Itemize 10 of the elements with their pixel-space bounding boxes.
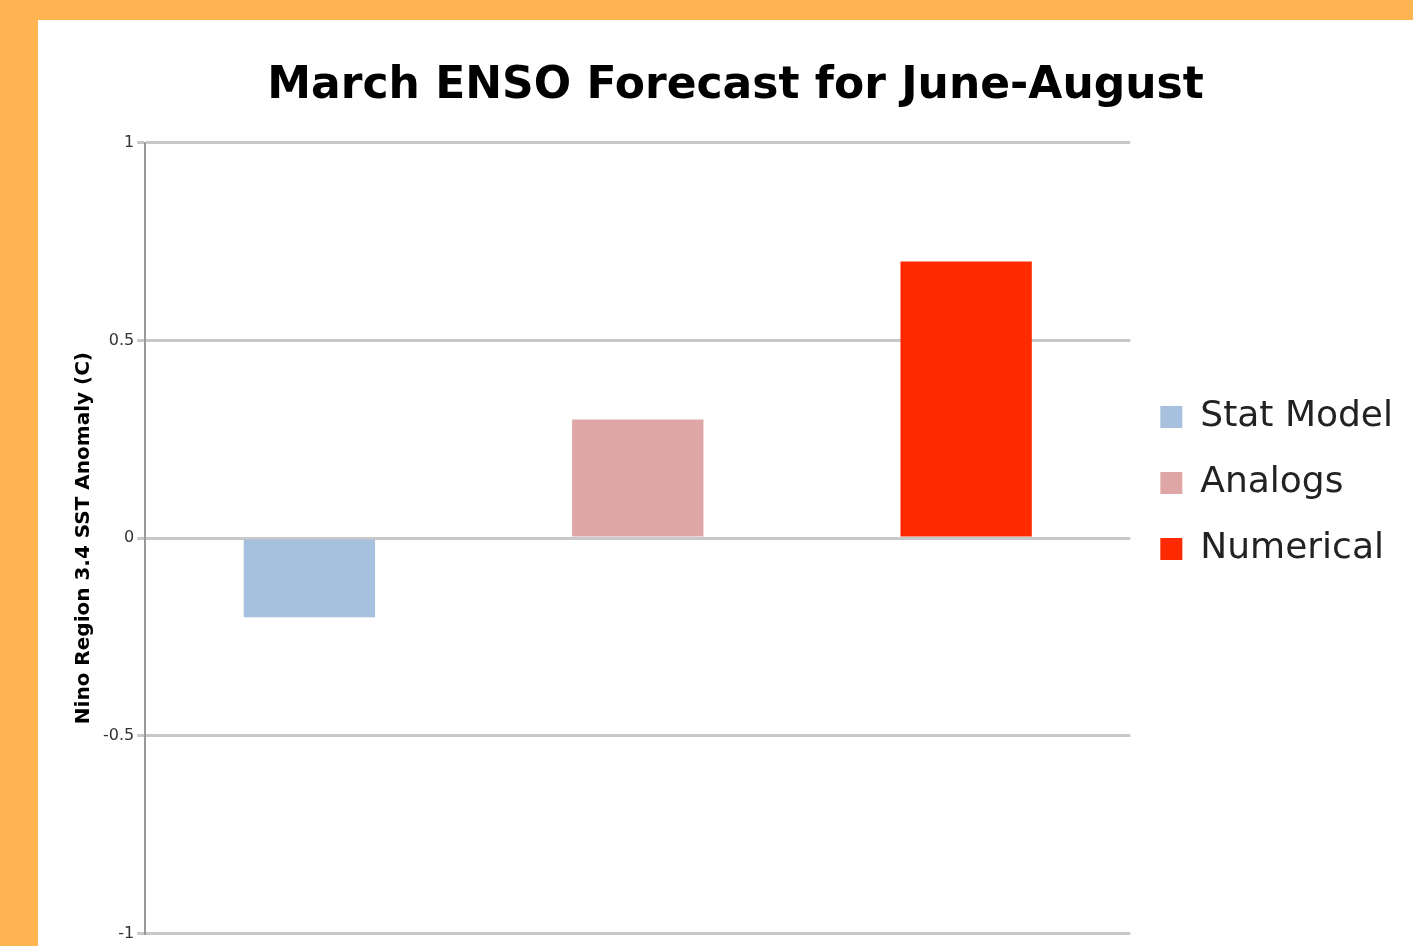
legend-label: Stat Model (1200, 393, 1394, 435)
chart-title: March ENSO Forecast for June-August (267, 56, 1204, 108)
y-tick-label: -1 (118, 922, 135, 942)
y-tick-label: 1 (124, 131, 135, 151)
y-tick-label: 0.5 (108, 329, 135, 349)
y-axis-title: Nino Region 3.4 SST Anomaly (C) (70, 352, 95, 725)
y-tick-label: 0 (124, 527, 135, 547)
y-tick-label: -0.5 (103, 724, 135, 744)
legend-label: Numerical (1200, 525, 1384, 567)
legend-label: Analogs (1200, 459, 1344, 501)
